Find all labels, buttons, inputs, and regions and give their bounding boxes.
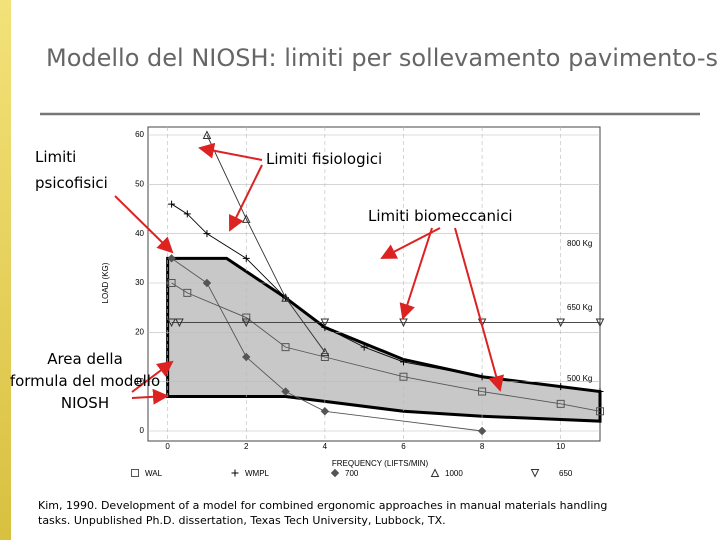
x-tick-label: 10 [556, 442, 565, 451]
point [241, 318, 251, 328]
arrow [454, 227, 504, 392]
point [202, 278, 212, 288]
y-axis-label: LOAD (KG) [101, 262, 110, 303]
side-bar [0, 0, 11, 540]
annotation: Limiti biomeccanici [368, 207, 513, 225]
x-tick-label: 2 [244, 442, 249, 451]
legend-label: WAL [145, 469, 163, 478]
series-line [171, 282, 601, 412]
x-tick-label: 8 [480, 442, 485, 451]
y-tick-label: 60 [135, 130, 144, 139]
point [242, 313, 251, 322]
legend-marker [530, 469, 540, 478]
point [167, 254, 176, 263]
series-line [206, 134, 326, 353]
legend-marker [330, 468, 340, 478]
arrow [114, 195, 174, 254]
curve-label: 500 Kg [567, 374, 592, 383]
point [399, 358, 407, 366]
point [281, 387, 290, 396]
curve-label: 800 Kg [567, 239, 592, 248]
point [360, 343, 368, 351]
chart: 0 10 20 30 40 50 60 0 2 4 6 8 10 FREQUENCY (LIFTS/MIN… [101, 126, 605, 478]
arrow [131, 388, 169, 405]
arrows [114, 142, 504, 405]
y-tick-label: 10 [135, 377, 144, 386]
point [320, 353, 329, 361]
x-axis-label: FREQUENCY (LIFTS/MIN) [332, 459, 429, 468]
arrow [198, 142, 263, 161]
y-tick-label: 0 [140, 426, 145, 435]
point [175, 318, 184, 328]
x-tick-label: 0 [165, 442, 170, 451]
legend-label: 1000 [445, 469, 463, 478]
x-tick-label: 4 [323, 442, 328, 451]
point [281, 343, 290, 352]
legend-label: WMPL [245, 469, 270, 478]
point [241, 214, 251, 223]
point [281, 293, 290, 302]
legend-marker [430, 468, 440, 477]
annotation: Limiti psicofisici [35, 148, 108, 192]
point [203, 230, 211, 238]
plot-frame [147, 126, 601, 442]
point [596, 407, 604, 416]
annotation: Area della formula del modello NIOSH [10, 350, 160, 412]
point [399, 372, 408, 381]
citation: Kim, 1990. Development of a model for co… [38, 499, 607, 527]
point [556, 399, 565, 408]
point [168, 200, 176, 208]
point [167, 279, 176, 287]
point [183, 288, 192, 297]
series-line [171, 257, 483, 432]
point [242, 254, 250, 262]
y-tick-label: 20 [135, 327, 144, 336]
point [183, 210, 191, 218]
title-line: Modello del NIOSH: limiti per sollevamen… [46, 44, 720, 72]
arrow [131, 360, 174, 393]
point [478, 387, 487, 396]
legend-label: 650 [559, 469, 573, 478]
y-tick-label: 40 [135, 229, 144, 238]
annotation: Limiti fisiologici [266, 150, 382, 168]
x-tick-label: 6 [401, 442, 406, 451]
legend-marker [231, 469, 239, 477]
legend-marker [131, 469, 139, 477]
point [478, 373, 486, 381]
y-tick-label: 30 [135, 278, 144, 287]
arrow [399, 227, 433, 320]
point [242, 352, 251, 362]
point [556, 318, 566, 328]
arrow [229, 164, 263, 232]
arrow [380, 227, 441, 259]
point [320, 407, 330, 416]
point [320, 318, 330, 328]
point [167, 318, 176, 328]
point [202, 130, 212, 139]
legend-label: 700 [345, 469, 359, 478]
curve-label: 650 Kg [567, 303, 592, 312]
point [320, 347, 330, 357]
point [596, 388, 604, 396]
point [477, 426, 487, 436]
y-tick-label: 50 [135, 179, 144, 188]
point [595, 318, 605, 328]
point [557, 383, 565, 391]
